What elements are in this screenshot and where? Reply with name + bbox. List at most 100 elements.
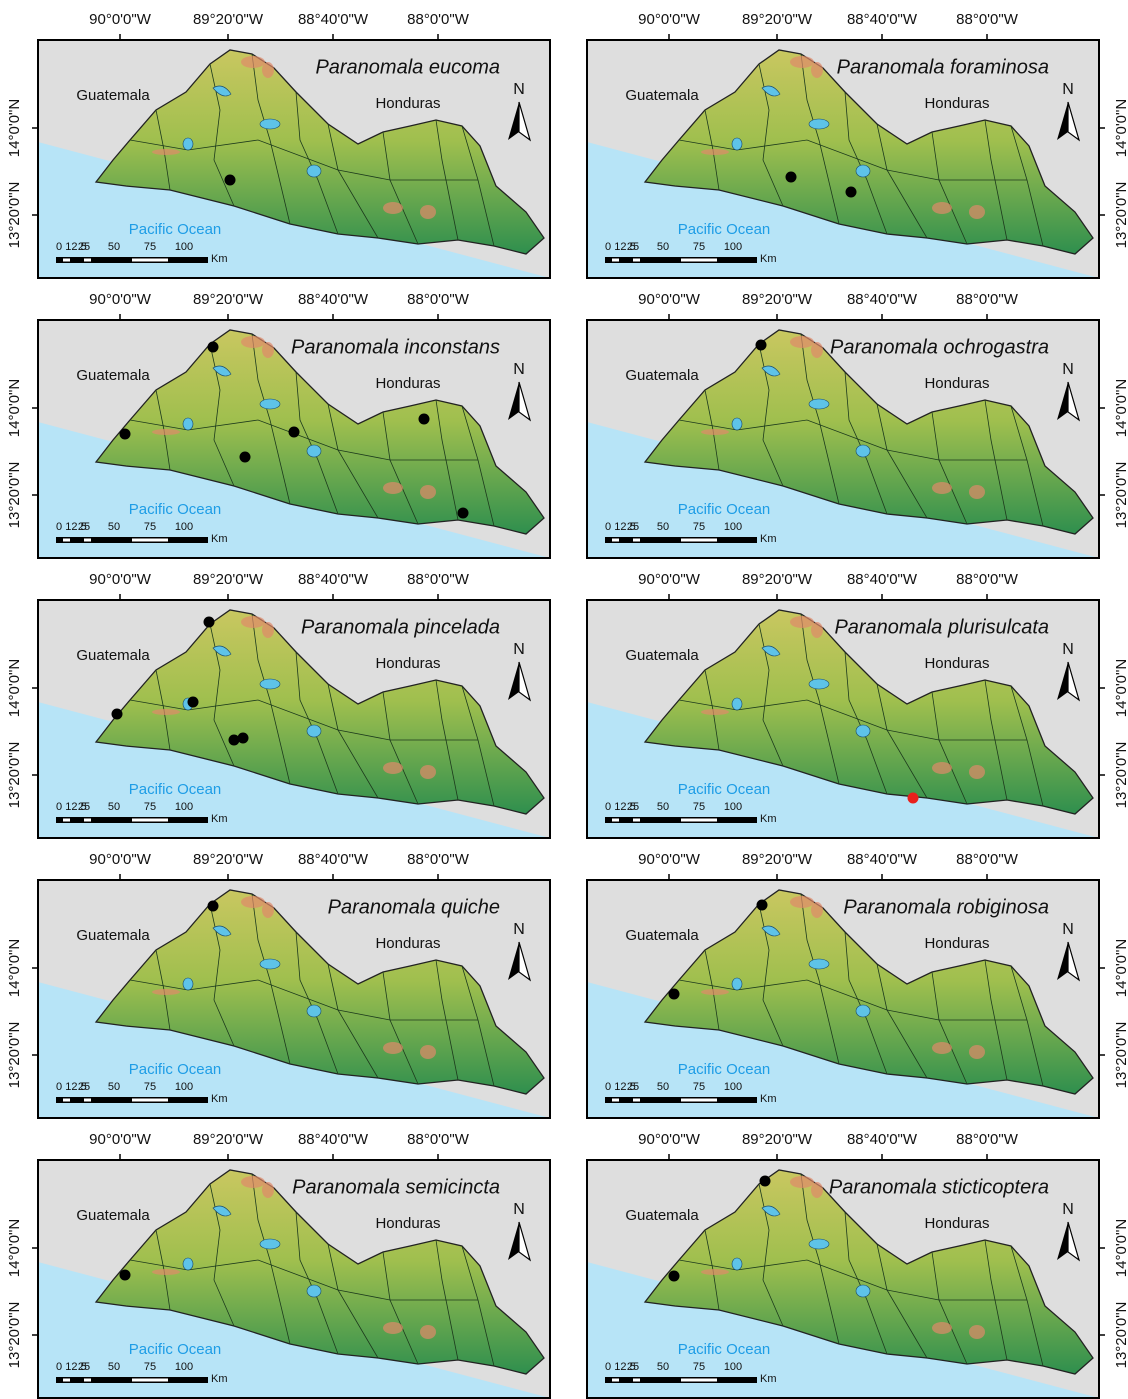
scale-bar-segment <box>84 259 91 262</box>
lon-label: 88°0'0"W <box>407 851 470 868</box>
lon-label: 88°0'0"W <box>956 1131 1019 1148</box>
scale-bar-segment <box>681 539 717 542</box>
scale-label: 75 <box>693 801 705 813</box>
ocean-label: Pacific Ocean <box>678 1341 771 1358</box>
lon-label: 90°0'0"W <box>638 1131 701 1148</box>
figure: 90°0'0"W 89°20'0"W 88°40'0"W 88°0'0"W 14°0'0… <box>0 0 1128 1399</box>
scale-bar-segment <box>132 1099 168 1102</box>
scale-unit: Km <box>211 253 228 265</box>
lon-label: 90°0'0"W <box>89 11 152 28</box>
scale-bar-segment <box>612 539 619 542</box>
occurrence-point <box>669 989 680 1000</box>
occurrence-point <box>225 175 236 186</box>
lon-label: 89°20'0"W <box>742 291 813 308</box>
scale-label: 100 <box>724 1081 742 1093</box>
lon-label: 88°40'0"W <box>298 851 369 868</box>
scale-label: 25 <box>78 801 90 813</box>
ocean-label: Pacific Ocean <box>129 221 222 238</box>
lon-label: 89°20'0"W <box>742 851 813 868</box>
lon-label: 88°40'0"W <box>847 11 918 28</box>
lon-label: 89°20'0"W <box>742 11 813 28</box>
lat-label: 13°20'0"N <box>6 1302 23 1369</box>
lon-label: 88°40'0"W <box>847 1131 918 1148</box>
country-label: Honduras <box>924 655 989 672</box>
scale-bar-segment <box>84 539 91 542</box>
lon-label: 88°40'0"W <box>298 11 369 28</box>
scale-label: 100 <box>175 1361 193 1373</box>
scale-bar-segment <box>132 819 168 822</box>
lon-label: 90°0'0"W <box>638 851 701 868</box>
country-label: Honduras <box>375 935 440 952</box>
scale-label: 25 <box>627 1081 639 1093</box>
scale-label: 75 <box>144 801 156 813</box>
occurrence-point <box>669 1271 680 1282</box>
map-panel: 90°0'0"W89°20'0"W88°40'0"W88°0'0"W14°0'0… <box>587 1131 1128 1398</box>
lon-label: 89°20'0"W <box>193 571 264 588</box>
scale-label: 100 <box>724 801 742 813</box>
scale-label: 0 <box>605 521 611 533</box>
lon-label: 88°0'0"W <box>956 11 1019 28</box>
country-label: Honduras <box>375 375 440 392</box>
occurrence-point <box>786 172 797 183</box>
north-label: N <box>1062 361 1074 378</box>
lat-label: 14°0'0"N <box>1113 659 1128 717</box>
ocean-label: Pacific Ocean <box>678 781 771 798</box>
scale-label: 0 <box>56 1361 62 1373</box>
scale-bar-segment <box>633 1099 640 1102</box>
map-panel: 90°0'0"W89°20'0"W88°40'0"W88°0'0"W14°0'0… <box>587 291 1128 558</box>
scale-bar-segment <box>681 819 717 822</box>
lat-label: 14°0'0"N <box>6 379 23 437</box>
map-panel: 90°0'0"W89°20'0"W88°40'0"W88°0'0"W14°0'0… <box>6 571 550 838</box>
lon-label: 88°0'0"W <box>407 11 470 28</box>
scale-label: 75 <box>144 521 156 533</box>
lon-label: 88°40'0"W <box>298 1131 369 1148</box>
scale-unit: Km <box>760 1093 777 1105</box>
occurrence-point <box>760 1176 771 1187</box>
ocean-label: Pacific Ocean <box>129 781 222 798</box>
scale-bar-segment <box>63 259 70 262</box>
country-label: Guatemala <box>625 1207 699 1224</box>
occurrence-point <box>908 793 919 804</box>
scale-label: 25 <box>627 801 639 813</box>
scale-label: 25 <box>78 1361 90 1373</box>
scale-label: 25 <box>627 521 639 533</box>
lon-label: 89°20'0"W <box>193 291 264 308</box>
scale-unit: Km <box>760 253 777 265</box>
scale-label: 0 <box>56 1081 62 1093</box>
lon-label: 88°40'0"W <box>298 571 369 588</box>
lat-label: 13°20'0"N <box>6 462 23 529</box>
scale-bar-segment <box>633 819 640 822</box>
country-label: Honduras <box>924 1215 989 1232</box>
lat-label: 13°20'0"N <box>1113 182 1128 249</box>
north-label: N <box>1062 641 1074 658</box>
scale-label: 75 <box>693 1361 705 1373</box>
scale-bar-segment <box>612 819 619 822</box>
lon-label: 88°40'0"W <box>847 291 918 308</box>
scale-unit: Km <box>211 813 228 825</box>
scale-label: 25 <box>627 1361 639 1373</box>
country-label: Guatemala <box>625 87 699 104</box>
north-label: N <box>513 81 525 98</box>
lat-label: 13°20'0"N <box>6 182 23 249</box>
scale-label: 50 <box>657 801 669 813</box>
species-name: Paranomala plurisulcata <box>834 616 1049 638</box>
lon-label: 89°20'0"W <box>193 851 264 868</box>
scale-bar-segment <box>612 259 619 262</box>
north-label: N <box>513 641 525 658</box>
ocean-label: Pacific Ocean <box>129 501 222 518</box>
scale-label: 100 <box>175 521 193 533</box>
scale-bar-segment <box>132 539 168 542</box>
lon-label: 88°40'0"W <box>847 851 918 868</box>
lon-label: 89°20'0"W <box>193 1131 264 1148</box>
scale-bar-segment <box>681 259 717 262</box>
lon-label: 88°0'0"W <box>956 291 1019 308</box>
lat-label: 14°0'0"N <box>1113 99 1128 157</box>
scale-unit: Km <box>760 533 777 545</box>
country-label: Honduras <box>924 935 989 952</box>
country-label: Guatemala <box>76 647 150 664</box>
occurrence-point <box>240 452 251 463</box>
